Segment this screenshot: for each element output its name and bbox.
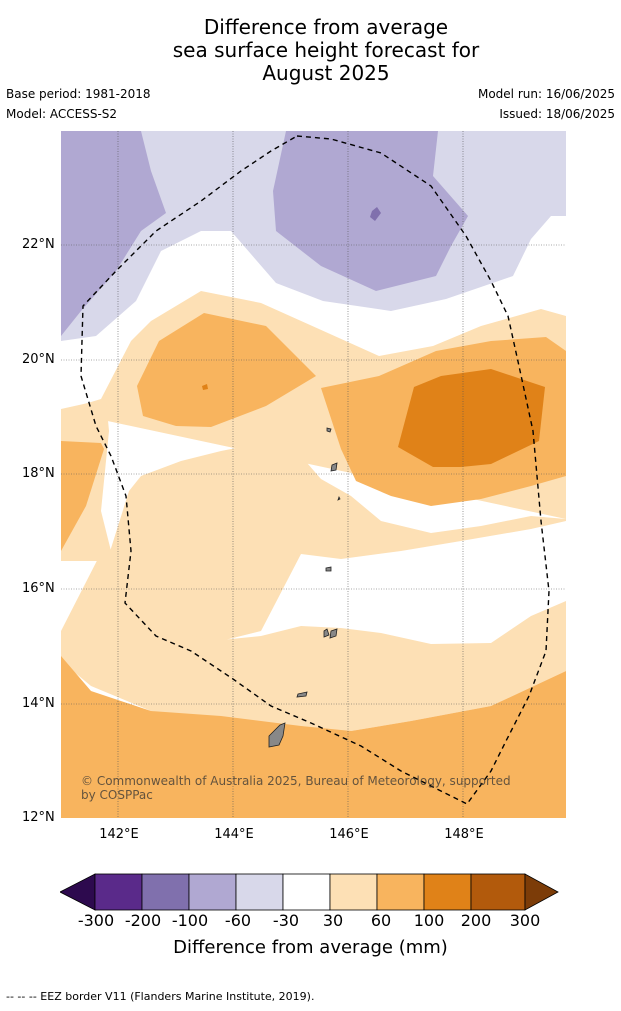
colorbar-svg: [59, 873, 559, 911]
map-title: Difference from average sea surface heig…: [0, 16, 621, 85]
contour-neg60-region-east: [273, 131, 468, 291]
colorbar-under-arrow: [59, 873, 96, 911]
lat-label-18n: 18°N: [22, 466, 55, 481]
colorbar: [59, 872, 560, 912]
lon-label-146e: 146°E: [329, 827, 369, 842]
lat-label-14n: 14°N: [22, 696, 55, 711]
title-line-1: Difference from average: [203, 15, 449, 39]
map-canvas: © Commonwealth of Australia 2025, Bureau…: [61, 131, 566, 818]
title-line-2: sea surface height forecast for: [172, 38, 480, 62]
colorbar-tick-label: 200: [460, 911, 492, 930]
lat-label-12n: 12°N: [22, 810, 55, 825]
colorbar-tick-label: -60: [224, 911, 252, 930]
gridlines: [61, 131, 566, 818]
eez-border: [80, 135, 550, 805]
colorbar-swatch-8: [423, 873, 472, 911]
contour-60-region-south: [61, 656, 566, 818]
colorbar-swatch-4: [235, 873, 284, 911]
lon-label-148e: 148°E: [444, 827, 484, 842]
contour-neg100-spot: [370, 207, 381, 221]
colorbar-tick-label: -200: [124, 911, 162, 930]
colorbar-tick-label: -100: [171, 911, 209, 930]
lon-label-142e: 142°E: [99, 827, 139, 842]
colorbar-tick-label: 300: [509, 911, 541, 930]
colorbar-swatch-3: [188, 873, 237, 911]
map-panel: © Commonwealth of Australia 2025, Bureau…: [61, 131, 566, 818]
colorbar-swatch-2: [141, 873, 190, 911]
title-line-3: August 2025: [262, 61, 390, 85]
colorbar-tick-label: 60: [370, 911, 392, 930]
colorbar-title: Difference from average (mm): [173, 937, 448, 958]
issued-label: Issued: 18/06/2025: [499, 107, 615, 121]
colorbar-swatch-7: [376, 873, 425, 911]
colorbar-over-arrow: [524, 873, 559, 911]
lat-label-16n: 16°N: [22, 581, 55, 596]
contour-100-spot: [202, 384, 208, 390]
base-period-label: Base period: 1981-2018: [6, 87, 151, 101]
lat-label-22n: 22°N: [22, 237, 55, 252]
contour-100-region: [398, 369, 545, 467]
copyright-line-2: by COSPPac: [81, 788, 153, 802]
colorbar-tick-label: 30: [322, 911, 344, 930]
islands: [268, 427, 341, 748]
contour-30-region-south: [61, 541, 566, 731]
model-run-label: Model run: 16/06/2025: [477, 87, 615, 101]
contour-60-region-edge: [61, 441, 104, 551]
contour-60-region-west: [137, 313, 316, 427]
contour-neg60-region-west: [61, 131, 166, 336]
model-label: Model: ACCESS-S2: [6, 107, 118, 121]
lat-label-20n: 20°N: [22, 352, 55, 367]
lon-label-144e: 144°E: [214, 827, 254, 842]
colorbar-tick-label: -30: [272, 911, 300, 930]
colorbar-tick-label: -300: [77, 911, 115, 930]
colorbar-swatch-9: [470, 873, 526, 911]
colorbar-tick-label: 100: [413, 911, 445, 930]
colorbar-swatch-5: [282, 873, 331, 911]
colorbar-swatch-1: [94, 873, 143, 911]
copyright-line-1: © Commonwealth of Australia 2025, Bureau…: [81, 774, 511, 788]
colorbar-swatch-6: [329, 873, 378, 911]
eez-legend-note: -- -- -- EEZ border V11 (Flanders Marine…: [6, 990, 315, 1003]
